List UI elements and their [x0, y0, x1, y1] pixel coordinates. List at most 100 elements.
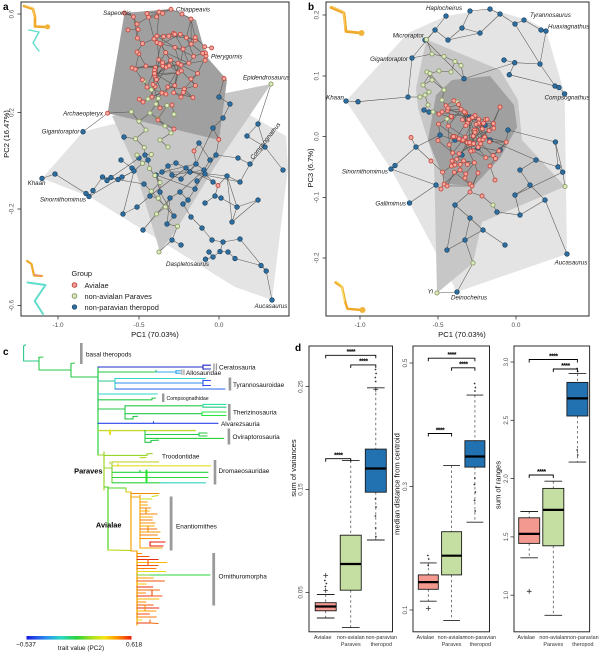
svg-text:Paraves: Paraves [543, 642, 563, 648]
svg-text:Gallimimus: Gallimimus [375, 201, 406, 208]
svg-text:-0.2: -0.2 [9, 203, 16, 214]
svg-text:theropod: theropod [572, 642, 593, 648]
svg-text:0.2: 0.2 [9, 108, 16, 117]
svg-text:Allosauridae: Allosauridae [186, 370, 222, 377]
svg-text:Paraves: Paraves [74, 467, 102, 476]
svg-text:non-paravian: non-paravian [465, 635, 496, 641]
svg-text:****: **** [359, 359, 368, 366]
svg-text:Sinornithomimus: Sinornithomimus [40, 197, 86, 204]
svg-text:1.0: 1.0 [503, 590, 510, 599]
svg-text:non-paravian theropod: non-paravian theropod [85, 303, 159, 312]
svg-text:Gigantoraptor: Gigantoraptor [370, 56, 409, 63]
svg-text:3.0: 3.0 [503, 357, 510, 366]
svg-text:median distance from centroid: median distance from centroid [393, 433, 402, 535]
svg-text:Huaxiagnathus: Huaxiagnathus [548, 24, 589, 31]
svg-text:-1.0: -1.0 [354, 322, 365, 329]
svg-text:****: **** [334, 453, 343, 460]
svg-text:Ornithuromorpha: Ornithuromorpha [219, 574, 268, 581]
svg-text:0.2: 0.2 [314, 10, 321, 19]
svg-text:0.3: 0.3 [402, 482, 409, 491]
svg-text:Pterygornis: Pterygornis [211, 54, 242, 61]
svg-text:Gigantoraptor: Gigantoraptor [42, 129, 81, 136]
svg-text:0.6: 0.6 [9, 9, 16, 18]
svg-text:Yi: Yi [428, 289, 434, 296]
svg-text:Avialae: Avialae [517, 635, 535, 641]
svg-text:-0.1: -0.1 [314, 192, 321, 203]
svg-text:****: **** [459, 362, 468, 369]
svg-text:Microraptor: Microraptor [393, 33, 425, 40]
svg-text:0.0: 0.0 [512, 322, 521, 329]
svg-text:Epidendrosaurus: Epidendrosaurus [243, 75, 290, 82]
svg-text:Khaan: Khaan [326, 95, 344, 102]
svg-text:basal theropods: basal theropods [86, 352, 131, 359]
svg-text:Sinornithomimus: Sinornithomimus [342, 169, 388, 176]
svg-text:Tyrannosauroidae: Tyrannosauroidae [233, 382, 285, 389]
svg-text:Tyrannosaurus: Tyrannosaurus [530, 12, 571, 19]
svg-text:Haplocheirus: Haplocheirus [426, 5, 462, 12]
svg-text:Dromaeosauridae: Dromaeosauridae [219, 468, 270, 475]
svg-text:PC1 (70.03%): PC1 (70.03%) [438, 330, 486, 339]
svg-text:Therizinosauria: Therizinosauria [233, 410, 277, 417]
svg-text:****: **** [436, 427, 445, 434]
svg-text:non-avialan: non-avialan [438, 635, 466, 641]
svg-text:PC2 (16.47%): PC2 (16.47%) [2, 110, 11, 158]
svg-text:-1.0: -1.0 [52, 322, 63, 329]
svg-text:a: a [3, 2, 9, 13]
svg-text:Avialae: Avialae [96, 521, 122, 530]
svg-text:-0.6: -0.6 [9, 300, 16, 311]
svg-text:Avialae: Avialae [417, 635, 435, 641]
svg-text:non-paravian: non-paravian [366, 635, 397, 641]
svg-text:2.0: 2.0 [503, 474, 510, 483]
svg-text:trait value (PC2): trait value (PC2) [58, 645, 104, 652]
svg-text:Aucasaurus: Aucasaurus [554, 260, 588, 267]
svg-text:c: c [3, 347, 9, 358]
svg-text:0.25: 0.25 [297, 380, 304, 393]
svg-text:1.5: 1.5 [503, 532, 510, 541]
svg-text:non-avialan: non-avialan [539, 635, 567, 641]
svg-text:sum of variances: sum of variances [289, 439, 298, 497]
svg-text:theropod: theropod [371, 642, 392, 648]
svg-text:Ceratosauria: Ceratosauria [219, 365, 256, 372]
svg-text:0.1: 0.1 [402, 605, 409, 614]
svg-text:0.15: 0.15 [297, 483, 304, 496]
svg-text:Avialae: Avialae [314, 635, 332, 641]
svg-text:non-paravian: non-paravian [567, 635, 598, 641]
svg-text:****: **** [447, 352, 456, 359]
svg-text:Compsognathidae: Compsognathidae [167, 396, 209, 402]
svg-text:Khaan: Khaan [28, 180, 46, 187]
svg-text:theropod: theropod [470, 642, 491, 648]
svg-text:Oviraptorosauria: Oviraptorosauria [233, 434, 281, 441]
svg-text:d: d [295, 343, 301, 354]
svg-text:Archaeopteryx: Archaeopteryx [62, 111, 104, 118]
svg-text:Troodontidae: Troodontidae [162, 454, 200, 461]
svg-text:non-avialan Paraves: non-avialan Paraves [85, 292, 153, 301]
svg-text:Aucasaurus: Aucasaurus [254, 303, 288, 310]
svg-text:non-avialan: non-avialan [337, 635, 365, 641]
svg-text:Sapeornis: Sapeornis [103, 10, 131, 17]
svg-text:Alvarezsauria: Alvarezsauria [221, 421, 260, 428]
svg-text:Enantiornithes: Enantiornithes [176, 524, 217, 531]
svg-text:2.5: 2.5 [503, 415, 510, 424]
svg-text:Paraves: Paraves [442, 642, 462, 648]
svg-text:Compsognathus: Compsognathus [545, 95, 590, 102]
svg-text:b: b [308, 2, 314, 13]
svg-text:****: **** [549, 353, 558, 360]
svg-text:Avialae: Avialae [85, 281, 109, 290]
svg-text:Group: Group [72, 269, 93, 278]
svg-text:0.0: 0.0 [314, 132, 321, 141]
svg-text:0.5: 0.5 [402, 358, 409, 367]
svg-text:0.618: 0.618 [126, 642, 142, 649]
svg-text:−0.537: −0.537 [16, 642, 36, 649]
svg-text:Chiappeavis: Chiappeavis [176, 7, 210, 14]
svg-text:****: **** [347, 349, 356, 356]
svg-text:Deinocheirus: Deinocheirus [451, 295, 487, 302]
svg-text:****: **** [537, 469, 546, 476]
svg-text:0.05: 0.05 [297, 586, 304, 599]
svg-text:-0.2: -0.2 [314, 252, 321, 263]
svg-text:0.0: 0.0 [215, 322, 224, 329]
svg-text:PC3 (6.7%): PC3 (6.7%) [306, 148, 315, 188]
svg-text:0.1: 0.1 [314, 71, 321, 80]
svg-text:sum of ranges: sum of ranges [494, 461, 503, 509]
svg-text:Paraves: Paraves [341, 642, 361, 648]
svg-text:Daspletosaurus: Daspletosaurus [166, 261, 209, 268]
